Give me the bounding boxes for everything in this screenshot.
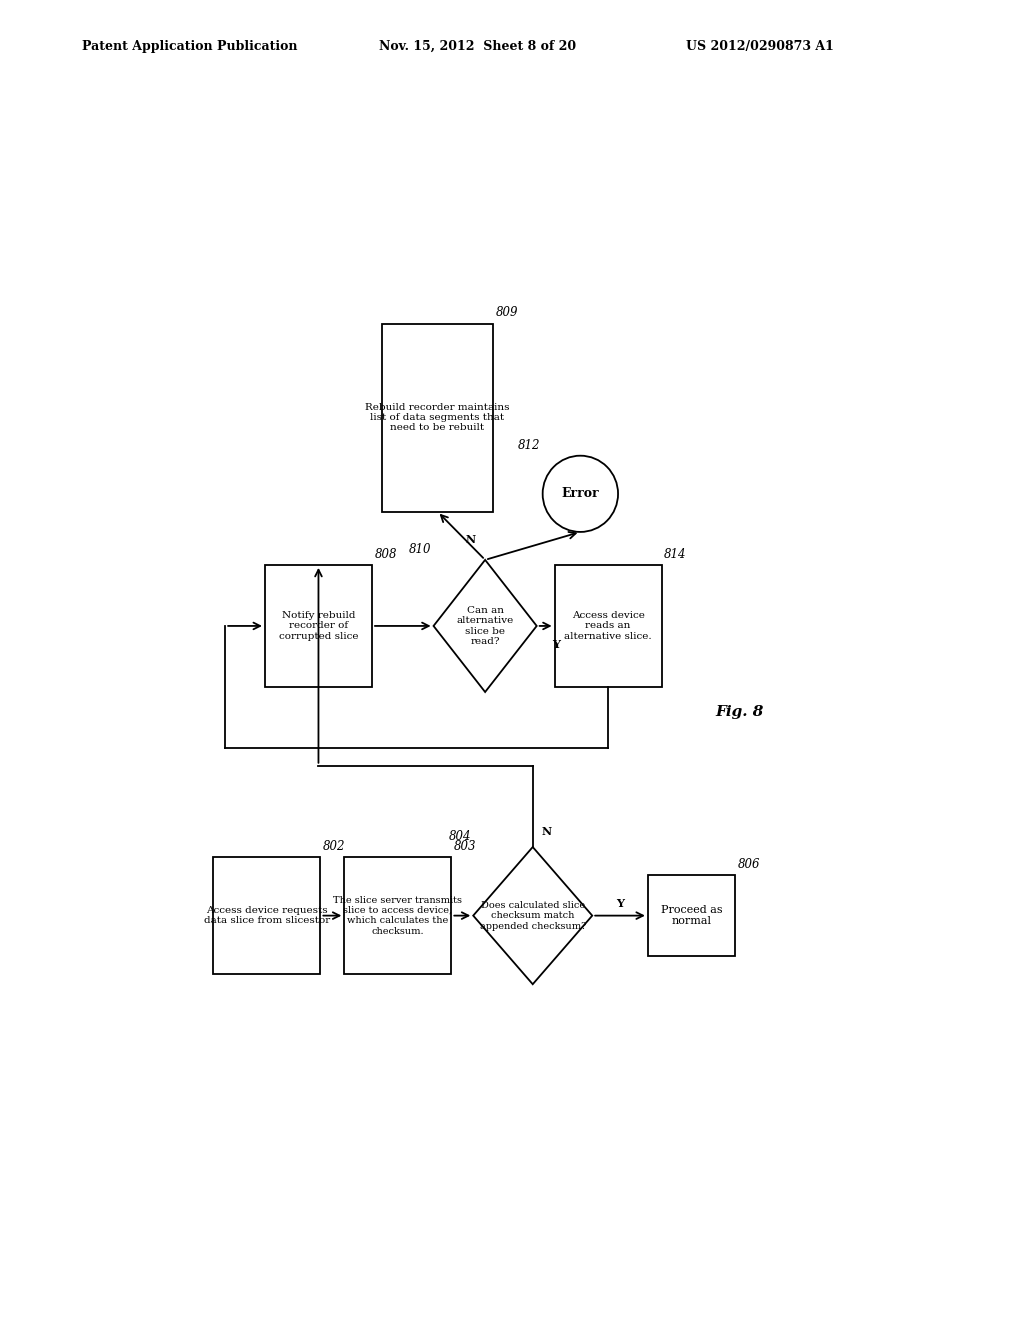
- Text: Y: Y: [553, 639, 560, 649]
- Text: Nov. 15, 2012  Sheet 8 of 20: Nov. 15, 2012 Sheet 8 of 20: [379, 40, 577, 53]
- Text: 810: 810: [409, 543, 431, 556]
- Ellipse shape: [543, 455, 618, 532]
- Text: Can an
alternative
slice be
read?: Can an alternative slice be read?: [457, 606, 514, 645]
- Text: 804: 804: [449, 830, 471, 843]
- Text: 814: 814: [665, 548, 686, 561]
- Text: 808: 808: [375, 548, 397, 561]
- Text: 812: 812: [518, 438, 541, 451]
- Text: Notify rebuild
recorder of
corrupted slice: Notify rebuild recorder of corrupted sli…: [279, 611, 358, 640]
- Bar: [382, 323, 494, 512]
- Text: Patent Application Publication: Patent Application Publication: [82, 40, 297, 53]
- Text: N: N: [542, 826, 552, 837]
- Bar: [265, 565, 372, 686]
- Text: 802: 802: [323, 840, 345, 853]
- Bar: [213, 857, 321, 974]
- Polygon shape: [433, 560, 537, 692]
- Text: Does calculated slice
checksum match
appended checksum?: Does calculated slice checksum match app…: [479, 900, 586, 931]
- Text: Access device requests
data slice from slicestor: Access device requests data slice from s…: [204, 906, 330, 925]
- Text: N: N: [466, 535, 476, 545]
- Text: The slice server transmits
slice to access device,
which calculates the
checksum: The slice server transmits slice to acce…: [334, 895, 462, 936]
- Text: Fig. 8: Fig. 8: [715, 705, 764, 719]
- Text: US 2012/0290873 A1: US 2012/0290873 A1: [686, 40, 834, 53]
- Bar: [344, 857, 452, 974]
- Text: 809: 809: [496, 306, 518, 319]
- Bar: [648, 875, 735, 956]
- Text: Access device
reads an
alternative slice.: Access device reads an alternative slice…: [564, 611, 652, 640]
- Bar: [555, 565, 662, 686]
- Text: 803: 803: [454, 840, 476, 853]
- Text: 806: 806: [737, 858, 760, 871]
- Polygon shape: [473, 847, 592, 985]
- Text: Proceed as
normal: Proceed as normal: [660, 904, 722, 927]
- Text: Rebuild recorder maintains
list of data segments that
need to be rebuilt: Rebuild recorder maintains list of data …: [366, 403, 510, 433]
- Text: Error: Error: [561, 487, 599, 500]
- Text: Y: Y: [616, 898, 624, 909]
